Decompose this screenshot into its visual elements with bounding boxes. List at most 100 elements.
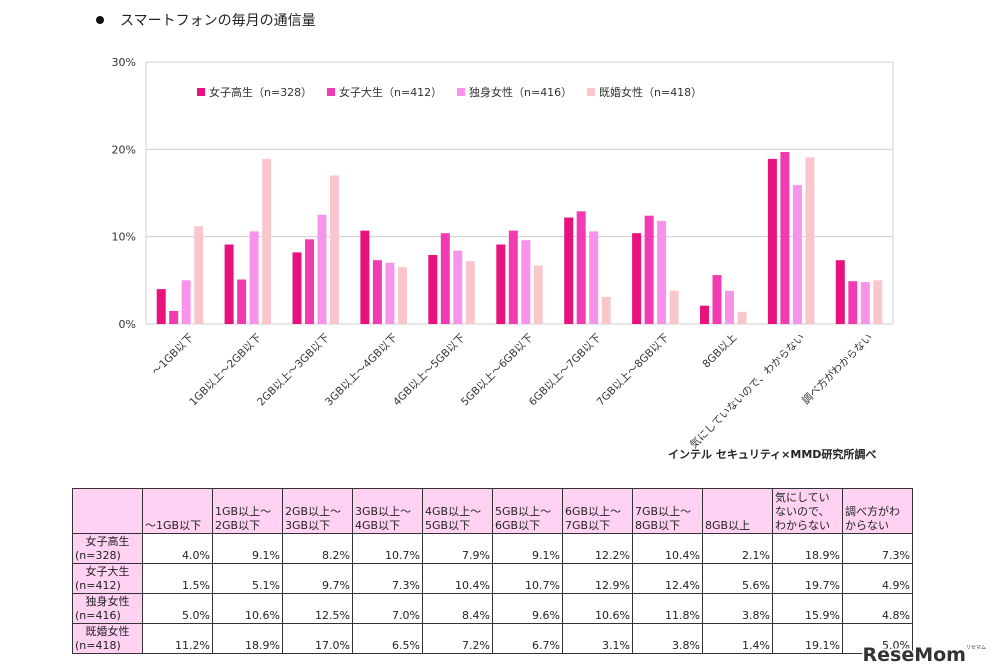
table-cell: 10.6% xyxy=(562,593,633,624)
table-cell: 9.1% xyxy=(492,533,563,564)
x-tick-label: 気にしていないので、わからない xyxy=(687,331,807,451)
table-cell: 18.9% xyxy=(212,623,283,654)
bar xyxy=(428,255,438,324)
table-cell: 1.4% xyxy=(702,623,773,654)
table-cell: 5.0% xyxy=(842,623,913,654)
x-tick-label: 5GB以上～6GB以下 xyxy=(459,332,536,409)
table-cell: 10.6% xyxy=(212,593,283,624)
bar xyxy=(589,231,599,324)
row-sample-size: (n=418) xyxy=(75,638,121,652)
table-cell: 11.8% xyxy=(632,593,703,624)
table-cell: 7.0% xyxy=(352,593,423,624)
bar xyxy=(669,290,679,324)
table-cell: 12.9% xyxy=(562,563,633,594)
data-table: ～1GB以下 1GB以上～2GB以下 2GB以上～3GB以下 3GB以上～4GB以下 4… xyxy=(72,488,913,654)
bar xyxy=(737,311,747,324)
table-cell: 10.4% xyxy=(422,563,493,594)
table-row: 女子高生 (n=328) 4.0% 9.1% 8.2% 10.7% 7.9% 9.1% 12.2… xyxy=(72,533,913,564)
table-column-header: 1GB以上～2GB以下 xyxy=(212,488,283,534)
table-cell: 9.7% xyxy=(282,563,353,594)
table-row: 既婚女性 (n=418) 11.2% 18.9% 17.0% 6.5% 7.2% 6.7% 3.… xyxy=(72,623,913,654)
table-cell: 3.8% xyxy=(632,623,703,654)
bar xyxy=(508,230,518,324)
x-tick-label: 3GB以上～4GB以下 xyxy=(323,332,400,409)
x-tick-label: 7GB以上～8GB以下 xyxy=(595,332,672,409)
table-cell: 5.1% xyxy=(212,563,283,594)
bar xyxy=(372,260,382,324)
table-column-header: 4GB以上～5GB以下 xyxy=(422,488,493,534)
table-cell: 7.3% xyxy=(352,563,423,594)
x-tick-label: ～1GB以下 xyxy=(150,332,196,378)
table-column-header: 5GB以上～6GB以下 xyxy=(492,488,563,534)
y-tick-label: 10% xyxy=(112,231,136,244)
table-cell: 18.9% xyxy=(772,533,843,564)
table-cell: 17.0% xyxy=(282,623,353,654)
source-note: インテル セキュリティ×MMD研究所調べ xyxy=(668,448,877,461)
table-cell: 10.7% xyxy=(352,533,423,564)
bar xyxy=(632,233,642,324)
table-column-header: 8GB以上 xyxy=(702,488,773,534)
table-cell: 6.7% xyxy=(492,623,563,654)
bar xyxy=(780,152,790,324)
table-cell: 9.6% xyxy=(492,593,563,624)
table-cell: 10.7% xyxy=(492,563,563,594)
table-corner xyxy=(72,488,143,534)
table-header-row: ～1GB以下 1GB以上～2GB以下 2GB以上～3GB以下 3GB以上～4GB以下 4… xyxy=(72,488,913,534)
legend-swatch xyxy=(327,88,335,96)
table-cell: 4.0% xyxy=(142,533,213,564)
bar xyxy=(712,275,722,324)
table-cell: 7.2% xyxy=(422,623,493,654)
bar xyxy=(360,230,370,324)
legend-label: 女子大生（n=412） xyxy=(339,85,442,99)
row-sample-size: (n=416) xyxy=(75,608,121,622)
bar xyxy=(576,211,586,324)
bar xyxy=(805,157,815,324)
heading-text: スマートフォンの毎月の通信量 xyxy=(120,13,316,29)
table-column-header: 2GB以上～3GB以下 xyxy=(282,488,353,534)
row-label: 独身女性 xyxy=(85,594,130,608)
bar xyxy=(453,250,463,324)
table-column-header: ～1GB以下 xyxy=(142,488,213,534)
bar xyxy=(700,305,709,324)
bar xyxy=(860,282,870,324)
table-cell: 7.9% xyxy=(422,533,493,564)
table-cell: 5.0% xyxy=(142,593,213,624)
bar xyxy=(521,240,531,324)
table-cell: 11.2% xyxy=(142,623,213,654)
table-cell: 6.5% xyxy=(352,623,423,654)
table-row: 女子大生 (n=412) 1.5% 5.1% 9.7% 7.3% 10.4% 10.7% 12.… xyxy=(72,563,913,594)
table-column-header: 7GB以上～8GB以下 xyxy=(632,488,703,534)
bar xyxy=(330,175,339,324)
bar xyxy=(644,215,654,324)
bar xyxy=(317,214,327,324)
x-tick-label: 調べ方がわからない xyxy=(799,331,875,407)
row-label: 女子高生 xyxy=(85,534,130,548)
table-column-header: 調べ方がわからない xyxy=(842,488,913,534)
x-tick-label: 2GB以上～3GB以下 xyxy=(255,332,332,409)
x-tick-label: 8GB以上 xyxy=(700,332,739,371)
bar xyxy=(792,185,802,324)
table-cell: 9.1% xyxy=(212,533,283,564)
table-column-header: 気にしていないので、わからない xyxy=(772,488,843,534)
legend-label: 既婚女性（n=418） xyxy=(599,85,702,99)
y-tick-label: 0% xyxy=(119,318,136,331)
row-header: 独身女性 (n=416) xyxy=(72,593,143,624)
bar xyxy=(835,260,845,324)
legend-swatch xyxy=(587,88,595,96)
table-cell: 4.8% xyxy=(842,593,913,624)
bar xyxy=(601,296,611,324)
bar xyxy=(465,261,475,324)
legend-label: 女子高生（n=328） xyxy=(209,85,312,99)
bar xyxy=(848,281,858,324)
table-cell: 5.6% xyxy=(702,563,773,594)
bar xyxy=(657,220,667,324)
logo-text: ReseMom xyxy=(862,644,966,666)
bar xyxy=(725,290,734,324)
table-cell: 8.2% xyxy=(282,533,353,564)
bar xyxy=(385,262,395,324)
table-column-header: 6GB以上～7GB以下 xyxy=(562,488,633,534)
table-cell: 12.5% xyxy=(282,593,353,624)
table-cell: 4.9% xyxy=(842,563,913,594)
table-cell: 1.5% xyxy=(142,563,213,594)
row-header: 既婚女性 (n=418) xyxy=(72,623,143,654)
